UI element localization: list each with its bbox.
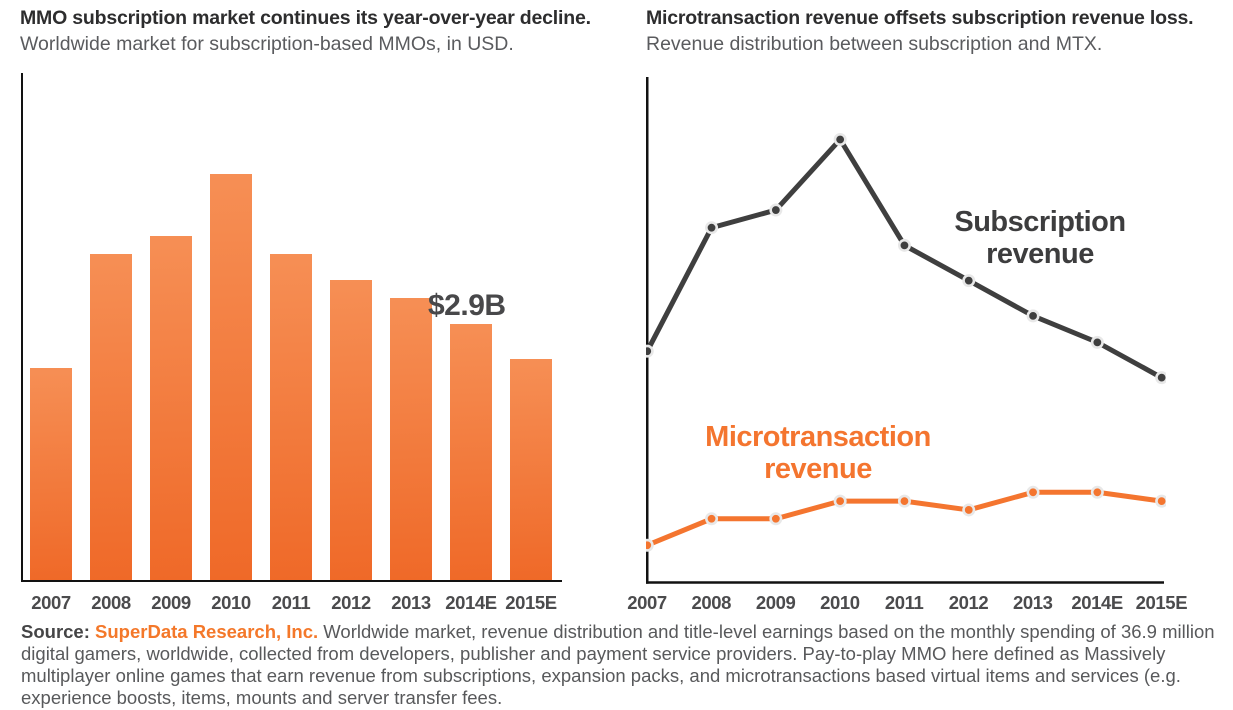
bar-x-tick-2010: 2010 (211, 592, 251, 613)
bar-chart-header: MMO subscription market continues its ye… (20, 5, 635, 57)
line-x-tick-2009: 2009 (755, 592, 796, 613)
line-x-tick-2014E: 2014E (1071, 592, 1123, 613)
bar-2010 (210, 174, 252, 580)
microtransaction-revenue-point-2013 (1026, 485, 1040, 499)
microtransaction-revenue-point-2015E (1155, 494, 1166, 508)
bar-2013 (390, 298, 432, 580)
bar-chart-plot-area (21, 73, 562, 582)
bar-x-tick-2009: 2009 (151, 592, 191, 613)
microtransaction-revenue-series-label: Microtransaction revenue (705, 421, 931, 485)
line-chart-x-axis-labels: 2007 2008 2009 2010 2011 2012 2013 2014E 2015E (627, 592, 1233, 616)
bar-2012 (330, 280, 372, 580)
microtransaction-revenue-point-2011 (897, 494, 911, 508)
bar-chart-x-axis-labels: 2007 2008 2009 2010 2011 2012 2013 2014E 2015E (23, 592, 583, 616)
bar-2015E (510, 359, 552, 580)
bar-x-tick-2015E: 2015E (505, 592, 557, 613)
source-label: Source: (21, 621, 90, 642)
bar-x-tick-2007: 2007 (31, 592, 71, 613)
line-x-tick-2007: 2007 (627, 592, 667, 613)
bar-2009 (150, 236, 192, 580)
subscription-revenue-point-2008 (705, 221, 719, 235)
subscription-revenue-point-2014E (1090, 335, 1104, 349)
bar-x-tick-2008: 2008 (91, 592, 131, 613)
microtransaction-revenue-point-2009 (769, 512, 783, 526)
subscription-revenue-point-2015E (1155, 371, 1166, 385)
subscription-revenue-point-2011 (897, 238, 911, 252)
line-chart-plot-area (646, 77, 1166, 584)
line-x-tick-2012: 2012 (948, 592, 989, 613)
line-chart-title: Microtransaction revenue offsets subscri… (646, 7, 1194, 29)
source-text: Worldwide market, revenue distribution a… (21, 621, 1215, 708)
microtransaction-revenue-point-2007 (646, 538, 654, 552)
line-x-tick-2011: 2011 (884, 592, 924, 613)
line-x-tick-2015E: 2015E (1135, 592, 1188, 613)
subscription-revenue-point-2013 (1026, 309, 1040, 323)
bar-x-tick-2013: 2013 (391, 592, 431, 613)
bar-2014E (450, 324, 492, 580)
line-x-tick-2013: 2013 (1013, 592, 1053, 613)
microtransaction-revenue-point-2014E (1090, 485, 1104, 499)
microtransaction-revenue-point-2008 (705, 512, 719, 526)
line-x-tick-2010: 2010 (820, 592, 860, 613)
bar-2011 (270, 254, 312, 580)
bar-x-tick-2012: 2012 (331, 592, 371, 613)
bar-2007 (30, 368, 72, 580)
bar-chart-title: MMO subscription market continues its ye… (20, 7, 591, 29)
subscription-revenue-point-2010 (833, 132, 847, 146)
source-note: Source: SuperData Research, Inc. Worldwi… (21, 621, 1215, 709)
bar-2008 (90, 254, 132, 580)
bar-chart-subtitle: Worldwide market for subscription-based … (20, 33, 514, 55)
microtransaction-revenue-point-2010 (833, 494, 847, 508)
subscription-revenue-point-2009 (769, 203, 783, 217)
source-organization: SuperData Research, Inc. (95, 621, 319, 642)
bar-x-tick-2011: 2011 (271, 592, 311, 613)
subscription-revenue-point-2012 (962, 274, 976, 288)
bar-value-annotation: $2.9B (428, 289, 506, 322)
subscription-revenue-series-label: Subscription revenue (954, 206, 1126, 270)
line-chart-subtitle: Revenue distribution between subscriptio… (646, 33, 1103, 55)
line-x-tick-2008: 2008 (691, 592, 732, 613)
line-chart-header: Microtransaction revenue offsets subscri… (646, 5, 1233, 57)
bar-x-tick-2014E: 2014E (445, 592, 497, 613)
microtransaction-revenue-point-2012 (962, 503, 976, 517)
subscription-revenue-point-2007 (646, 344, 654, 358)
